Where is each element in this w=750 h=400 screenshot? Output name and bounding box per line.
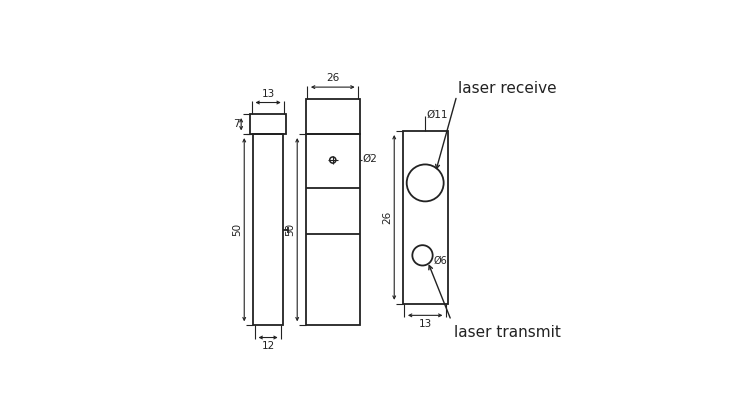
Bar: [251, 114, 286, 134]
Text: 50: 50: [232, 223, 242, 236]
Bar: [306, 134, 360, 325]
Text: 26: 26: [382, 211, 392, 224]
Text: 7: 7: [232, 119, 239, 129]
Text: 13: 13: [419, 319, 432, 329]
Text: laser receive: laser receive: [458, 80, 557, 96]
Text: Ø2: Ø2: [362, 154, 377, 164]
Bar: [306, 99, 360, 134]
Bar: [254, 134, 283, 325]
Text: 26: 26: [326, 74, 340, 84]
Text: 12: 12: [262, 341, 274, 351]
Bar: [403, 131, 448, 304]
Text: Ø6: Ø6: [434, 256, 448, 266]
Text: laser transmit: laser transmit: [454, 326, 560, 340]
Text: 50: 50: [285, 223, 296, 236]
Text: Ø11: Ø11: [427, 110, 448, 120]
Text: 13: 13: [262, 89, 274, 99]
